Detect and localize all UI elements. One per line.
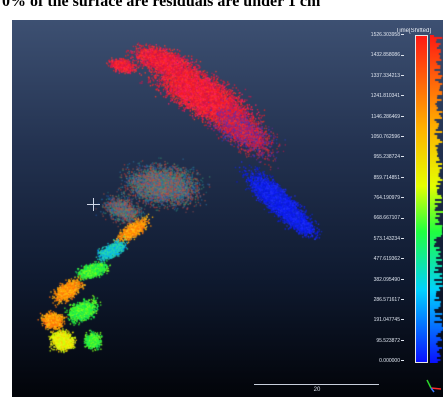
color-scale-tick-label: 477.619362 <box>374 256 404 262</box>
color-scale-tick-label: 573.143234 <box>374 236 404 242</box>
scale-bar-label: 20 <box>313 387 321 393</box>
color-scale-tick-label: 1050.762596 <box>371 134 404 140</box>
color-scale-tick-label: 668.667107 <box>374 215 404 221</box>
scale-bar <box>254 384 379 385</box>
scalar-field-title: Time[Shifted] <box>395 28 431 34</box>
caption-bar: 70% of the surface are residuals are und… <box>0 0 443 20</box>
color-scale-tick-label: 1241.810341 <box>371 93 404 99</box>
color-scale-tick-label: 382.095490 <box>374 277 404 283</box>
3d-viewport[interactable]: Time[Shifted] 1526.303958 1432.858086 1337… <box>12 20 443 397</box>
color-scale-histogram <box>430 35 443 363</box>
color-scale-tick-label: 95.523872 <box>376 338 404 344</box>
color-scale-tick-label: 1337.334213 <box>371 73 404 79</box>
color-scale-tick-label: 1146.286469 <box>371 114 404 120</box>
color-scale-tick-label: 191.047745 <box>374 317 404 323</box>
point-cloud[interactable] <box>12 20 443 397</box>
color-scale-tick-label: 286.571617 <box>374 297 404 303</box>
color-scale-tick-label: 0.000000 <box>379 358 404 364</box>
color-scale-tick-label: 955.238724 <box>374 154 404 160</box>
color-scale-tick-label: 859.714851 <box>374 175 404 181</box>
color-scale-tick-label: 1432.858086 <box>371 52 404 58</box>
color-scale-tick-label: 1526.303958 <box>371 32 404 38</box>
axis-trihedron-icon <box>426 379 442 393</box>
color-scale-bar <box>415 35 428 363</box>
crosshair-cursor-icon <box>87 198 101 212</box>
color-scale-tick-label: 764.190979 <box>374 195 404 201</box>
caption-text: 70% of the surface are residuals are und… <box>0 0 321 10</box>
